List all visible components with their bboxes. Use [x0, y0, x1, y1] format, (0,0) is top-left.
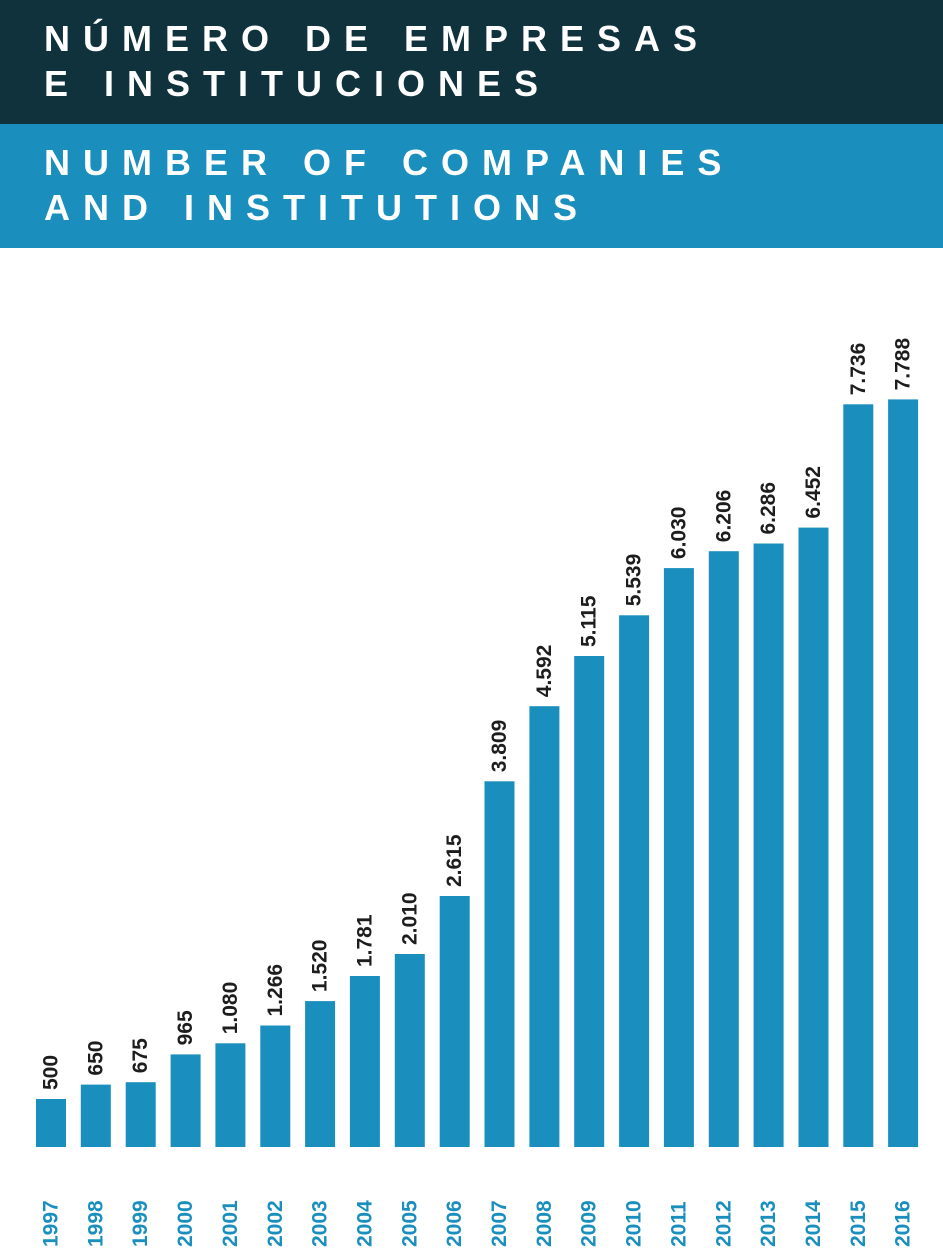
- english-title-banner: NUMBER OF COMPANIES AND INSTITUTIONS: [0, 124, 943, 248]
- bar-2016: [888, 399, 918, 1147]
- value-label-1997: 500: [40, 1055, 63, 1090]
- english-title-line-2: AND INSTITUTIONS: [44, 185, 943, 230]
- bar-2001: [215, 1043, 245, 1147]
- value-label-1999: 675: [129, 1038, 152, 1073]
- value-label-2011: 6.030: [667, 507, 690, 560]
- value-label-2007: 3.809: [488, 720, 511, 773]
- bar-2006: [440, 896, 470, 1147]
- year-label-2010: 2010: [623, 1200, 646, 1247]
- year-label-2008: 2008: [533, 1200, 556, 1247]
- bar-2012: [709, 551, 739, 1147]
- value-label-2000: 965: [174, 1010, 197, 1045]
- year-label-2014: 2014: [802, 1200, 825, 1247]
- spanish-title-line-1: NÚMERO DE EMPRESAS: [44, 16, 943, 61]
- value-label-1998: 650: [84, 1041, 107, 1076]
- value-label-2014: 6.452: [802, 466, 825, 519]
- year-labels-group: 1997 1998 1999 2000 2001 2002 2003 2004 2005 2006…: [40, 1200, 915, 1247]
- year-label-1999: 1999: [129, 1200, 152, 1247]
- value-label-2016: 7.788: [892, 338, 915, 391]
- year-label-2006: 2006: [443, 1200, 466, 1247]
- year-label-2003: 2003: [309, 1200, 332, 1247]
- value-label-2006: 2.615: [443, 834, 466, 887]
- value-label-2004: 1.781: [353, 914, 376, 967]
- bar-2003: [305, 1001, 335, 1147]
- year-label-2000: 2000: [174, 1200, 197, 1247]
- year-label-2015: 2015: [847, 1200, 870, 1247]
- year-label-1998: 1998: [84, 1200, 107, 1247]
- year-label-2001: 2001: [219, 1200, 242, 1247]
- year-label-2004: 2004: [353, 1200, 376, 1247]
- bar-1999: [126, 1082, 156, 1147]
- value-label-2010: 5.539: [623, 554, 646, 607]
- bar-2015: [843, 404, 873, 1147]
- bar-2002: [260, 1026, 290, 1148]
- bars-group: [36, 399, 918, 1147]
- bar-2000: [171, 1054, 201, 1147]
- bar-1997: [36, 1099, 66, 1147]
- year-label-2007: 2007: [488, 1200, 511, 1247]
- value-label-2001: 1.080: [219, 982, 242, 1035]
- value-label-2008: 4.592: [533, 645, 556, 698]
- value-label-2002: 1.266: [264, 964, 287, 1017]
- value-label-2013: 6.286: [757, 482, 780, 535]
- bar-2009: [574, 656, 604, 1147]
- year-label-1997: 1997: [40, 1200, 63, 1247]
- spanish-title-banner: NÚMERO DE EMPRESAS E INSTITUCIONES: [0, 0, 943, 124]
- year-label-2013: 2013: [757, 1200, 780, 1247]
- bar-2011: [664, 568, 694, 1147]
- year-label-2016: 2016: [892, 1200, 915, 1247]
- year-label-2011: 2011: [667, 1201, 690, 1247]
- value-label-2009: 5.115: [578, 595, 601, 647]
- bar-1998: [81, 1085, 111, 1147]
- year-label-2005: 2005: [398, 1200, 421, 1247]
- bar-2005: [395, 954, 425, 1147]
- bar-2014: [799, 528, 829, 1147]
- bar-2004: [350, 976, 380, 1147]
- bar-2013: [754, 544, 784, 1148]
- value-label-2012: 6.206: [712, 490, 735, 543]
- year-label-2012: 2012: [712, 1200, 735, 1247]
- year-label-2009: 2009: [578, 1200, 601, 1247]
- year-label-2002: 2002: [264, 1200, 287, 1247]
- value-label-2003: 1.520: [309, 940, 332, 993]
- bar-2007: [485, 781, 515, 1147]
- english-title-line-1: NUMBER OF COMPANIES: [44, 140, 943, 185]
- value-label-2005: 2.010: [398, 892, 421, 945]
- bar-chart: 500 650 675 965 1.080 1.266 1.520 1.781 2.010 2.6…: [0, 248, 943, 1251]
- bar-2010: [619, 615, 649, 1147]
- spanish-title-line-2: E INSTITUCIONES: [44, 61, 943, 106]
- bar-2008: [529, 706, 559, 1147]
- value-label-2015: 7.736: [847, 343, 870, 396]
